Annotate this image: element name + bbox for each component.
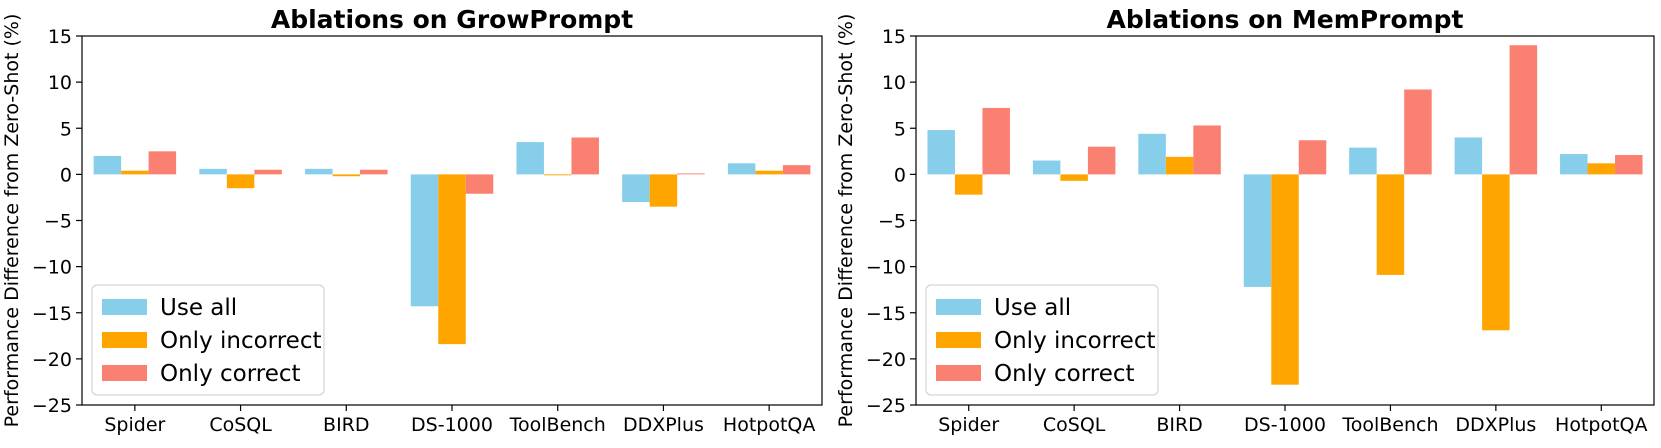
legend-swatch: [936, 299, 981, 315]
bar-use-all-bird: [1138, 133, 1166, 175]
legend-label: Use all: [994, 295, 1071, 321]
chart-2: 15 10 5 0 −5 −10 −15 −20 −25 Spider CoSQL BIRD DS-10…: [835, 5, 1655, 436]
bar-only-correct-ddxplus: [1509, 45, 1538, 175]
bar-only-correct-ds-1000: [465, 174, 494, 194]
x-tick-label: DS-1000: [1244, 414, 1326, 436]
bar-use-all-hotpotqa: [1560, 154, 1588, 175]
x-tick-label: HotpotQA: [1555, 414, 1647, 436]
y-tick-label: 0: [60, 164, 72, 186]
bar-use-all-spider: [93, 155, 122, 175]
chart-1: 15 10 5 0 −5 −10 −15 −20 −25 Spider CoSQL BIRD DS-10…: [1, 5, 823, 436]
bar-only-incorrect-toolbench: [1376, 174, 1405, 275]
legend-label: Only correct: [994, 361, 1135, 387]
legend-label: Only incorrect: [994, 328, 1156, 354]
bar-only-correct-spider: [148, 151, 177, 175]
x-tick-label: DS-1000: [411, 414, 493, 436]
bar-only-incorrect-ddxplus: [649, 174, 678, 207]
y-tick-label: −10: [866, 257, 906, 279]
x-tick-label: ToolBench: [1341, 414, 1438, 436]
y-axis-label: Performance Difference from Zero-Shot (%…: [835, 14, 857, 428]
x-tick-label: CoSQL: [1043, 414, 1106, 436]
bar-only-incorrect-ds-1000: [438, 174, 466, 345]
bar-only-correct-toolbench: [1404, 89, 1432, 175]
y-tick-label: 5: [894, 118, 906, 140]
bar-use-all-ds-1000: [1243, 174, 1272, 287]
bar-use-all-ddxplus: [622, 174, 650, 203]
bar-only-correct-cosql: [254, 169, 282, 175]
legend-label: Only correct: [160, 361, 301, 387]
legend-label: Only incorrect: [160, 328, 322, 354]
bar-only-correct-toolbench: [571, 137, 599, 175]
x-tick-label: ToolBench: [509, 414, 606, 436]
bar-only-incorrect-cosql: [1060, 174, 1088, 181]
y-tick-label: −25: [32, 395, 72, 417]
y-tick-label: −25: [866, 395, 906, 417]
bar-only-incorrect-cosql: [226, 174, 255, 189]
bar-use-all-ds-1000: [410, 174, 439, 307]
y-axis-label: Performance Difference from Zero-Shot (%…: [1, 14, 23, 428]
y-tick-label: 10: [48, 72, 72, 94]
bar-only-correct-hotpotqa: [782, 165, 811, 175]
bar-only-incorrect-ddxplus: [1482, 174, 1510, 331]
bar-only-correct-bird: [360, 169, 388, 175]
y-tick-label: −15: [866, 303, 906, 325]
y-tick-label: −10: [32, 257, 72, 279]
legend: Use all Only incorrect Only correct: [91, 284, 325, 396]
y-tick-label: 0: [894, 164, 906, 186]
bar-only-incorrect-ds-1000: [1271, 174, 1299, 385]
bar-use-all-ddxplus: [1454, 137, 1483, 175]
y-tick-label: −15: [32, 303, 72, 325]
legend-box: [91, 284, 325, 396]
bar-use-all-spider: [927, 130, 955, 175]
legend-box: [925, 284, 1159, 396]
bar-use-all-toolbench: [516, 142, 544, 175]
y-tick-label: 10: [882, 72, 906, 94]
legend-swatch: [936, 332, 981, 348]
bar-only-correct-bird: [1193, 125, 1221, 175]
x-tick-label: BIRD: [1156, 414, 1202, 436]
bar-only-correct-ds-1000: [1298, 140, 1327, 175]
x-tick-label: HotpotQA: [723, 414, 815, 436]
bar-use-all-hotpotqa: [727, 163, 756, 175]
y-tick-label: 15: [48, 26, 72, 48]
legend-swatch: [102, 299, 147, 315]
y-tick-label: 5: [60, 118, 72, 140]
bar-only-incorrect-hotpotqa: [755, 170, 783, 175]
bar-only-incorrect-bird: [1165, 156, 1194, 175]
bar-only-incorrect-bird: [332, 174, 361, 177]
chart-title: Ablations on GrowPrompt: [271, 5, 633, 34]
x-tick-label: Spider: [104, 414, 165, 436]
bar-only-incorrect-spider: [121, 170, 149, 175]
bar-only-incorrect-toolbench: [543, 174, 572, 176]
legend-swatch: [936, 365, 981, 381]
chart-title: Ablations on MemPrompt: [1106, 5, 1463, 34]
bar-only-incorrect-hotpotqa: [1587, 163, 1616, 175]
bar-only-incorrect-spider: [954, 174, 983, 195]
legend-swatch: [102, 365, 147, 381]
legend-label: Use all: [160, 295, 237, 321]
y-tick-label: 15: [882, 26, 906, 48]
bar-use-all-cosql: [199, 168, 227, 175]
bar-use-all-bird: [305, 168, 333, 175]
x-tick-label: DDXPlus: [623, 414, 704, 436]
bar-only-correct-ddxplus: [677, 173, 705, 175]
legend-swatch: [102, 332, 147, 348]
bar-use-all-toolbench: [1349, 147, 1377, 175]
x-tick-label: BIRD: [323, 414, 369, 436]
y-tick-label: −5: [878, 211, 906, 233]
x-tick-label: DDXPlus: [1455, 414, 1536, 436]
x-tick-label: CoSQL: [209, 414, 272, 436]
bar-only-correct-hotpotqa: [1615, 155, 1643, 175]
y-tick-label: −20: [32, 349, 72, 371]
bar-only-correct-cosql: [1087, 146, 1116, 175]
bar-only-correct-spider: [982, 107, 1010, 175]
y-tick-label: −5: [44, 211, 72, 233]
bar-use-all-cosql: [1032, 160, 1061, 175]
legend: Use all Only incorrect Only correct: [925, 284, 1159, 396]
x-tick-label: Spider: [938, 414, 999, 436]
y-tick-label: −20: [866, 349, 906, 371]
